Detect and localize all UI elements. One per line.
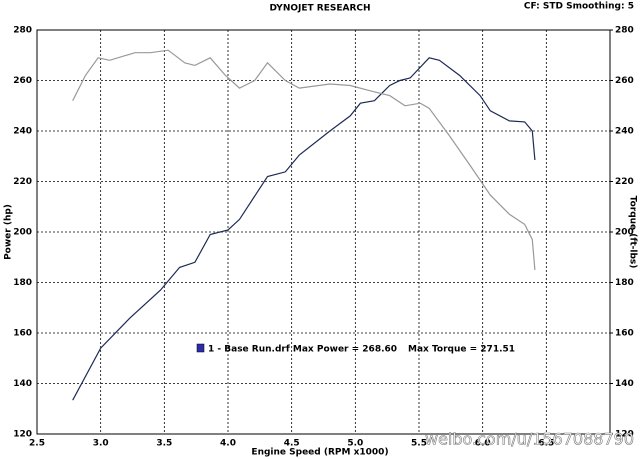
line-series bbox=[72, 57, 536, 401]
x-axis-label: Engine Speed (RPM x1000) bbox=[251, 448, 388, 458]
legend-swatch bbox=[196, 343, 205, 353]
x-tick-label: 6.0 bbox=[475, 439, 491, 449]
y-tick-label: 160 bbox=[13, 329, 32, 339]
y2-tick-label: 280 bbox=[615, 26, 634, 36]
y2-tick-label: 180 bbox=[615, 278, 634, 288]
y2-axis-label: Torque (ft-lbs) bbox=[628, 196, 638, 269]
y2-tick-label: 140 bbox=[615, 379, 634, 389]
y2-tick-label: 160 bbox=[615, 329, 634, 339]
x-tick-label: 4.0 bbox=[220, 439, 236, 449]
x-tick-label: 4.5 bbox=[284, 439, 300, 449]
annotation: Max Torque = 271.51 bbox=[408, 345, 515, 355]
x-tick-label: 2.5 bbox=[29, 439, 45, 449]
y-tick-label: 120 bbox=[13, 430, 32, 440]
y-tick-label: 240 bbox=[13, 127, 32, 137]
chart-subtitle: CF: STD Smoothing: 5 bbox=[524, 2, 634, 12]
y2-tick-label: 260 bbox=[615, 76, 634, 86]
watermark: weibo.com/u/1567088790 bbox=[425, 430, 634, 449]
x-tick-label: 5.0 bbox=[347, 439, 363, 449]
y-tick-label: 200 bbox=[13, 228, 32, 238]
y-tick-label: 280 bbox=[13, 26, 32, 36]
y2-tick-label: 200 bbox=[615, 228, 634, 238]
x-tick-label: 6.5 bbox=[538, 439, 554, 449]
y-tick-label: 220 bbox=[13, 177, 32, 187]
annotation: 1 - Base Run.drf Max Power = 268.60 bbox=[208, 345, 397, 355]
chart-title: DYNOJET RESEARCH bbox=[269, 4, 370, 14]
y-tick-label: 180 bbox=[13, 278, 32, 288]
y2-tick-label: 220 bbox=[615, 177, 634, 187]
y2-tick-label: 120 bbox=[615, 430, 634, 440]
y-tick-label: 140 bbox=[13, 379, 32, 389]
y-axis-label: Power (hp) bbox=[4, 204, 14, 260]
y2-tick-label: 240 bbox=[615, 127, 634, 137]
x-tick-label: 3.0 bbox=[93, 439, 109, 449]
line-series bbox=[72, 49, 536, 270]
y-tick-label: 260 bbox=[13, 76, 32, 86]
x-tick-label: 3.5 bbox=[156, 439, 172, 449]
x-tick-label: 5.5 bbox=[411, 439, 427, 449]
